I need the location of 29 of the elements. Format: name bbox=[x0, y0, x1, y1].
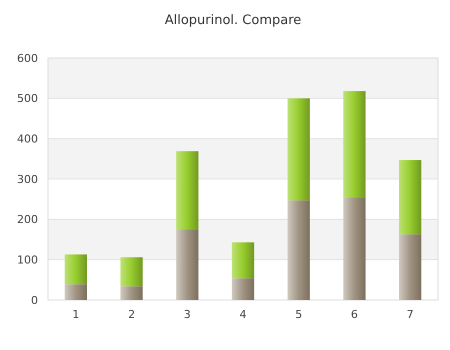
y-tick-label: 500 bbox=[17, 92, 38, 106]
x-tick-label: 5 bbox=[295, 308, 302, 321]
x-tick-label: 2 bbox=[128, 308, 136, 321]
bar bbox=[399, 160, 422, 234]
bar bbox=[232, 278, 254, 300]
x-tick-label: 1 bbox=[72, 308, 80, 321]
chart-title: Allopurinol. Compare bbox=[164, 13, 302, 28]
y-tick-label: 600 bbox=[17, 52, 38, 65]
bar bbox=[399, 234, 422, 300]
x-tick-label: 3 bbox=[184, 308, 191, 321]
y-tick-label: 0 bbox=[31, 294, 38, 307]
y-tick-label: 200 bbox=[17, 213, 38, 226]
bar bbox=[176, 229, 198, 300]
bar bbox=[343, 197, 366, 300]
bar bbox=[288, 98, 310, 200]
x-tick-label: 7 bbox=[406, 308, 414, 321]
bar bbox=[232, 242, 254, 278]
x-tick-label: 4 bbox=[240, 308, 246, 321]
bar bbox=[64, 284, 87, 300]
bar bbox=[120, 257, 143, 286]
y-tick-label: 400 bbox=[17, 132, 38, 146]
x-tick-label: 6 bbox=[350, 308, 358, 321]
bar bbox=[288, 200, 310, 300]
bar bbox=[176, 151, 198, 230]
y-tick-label: 300 bbox=[17, 172, 38, 186]
bar bbox=[120, 286, 143, 300]
bar bbox=[64, 254, 87, 284]
bar bbox=[343, 91, 366, 198]
y-tick-label: 100 bbox=[17, 254, 38, 267]
